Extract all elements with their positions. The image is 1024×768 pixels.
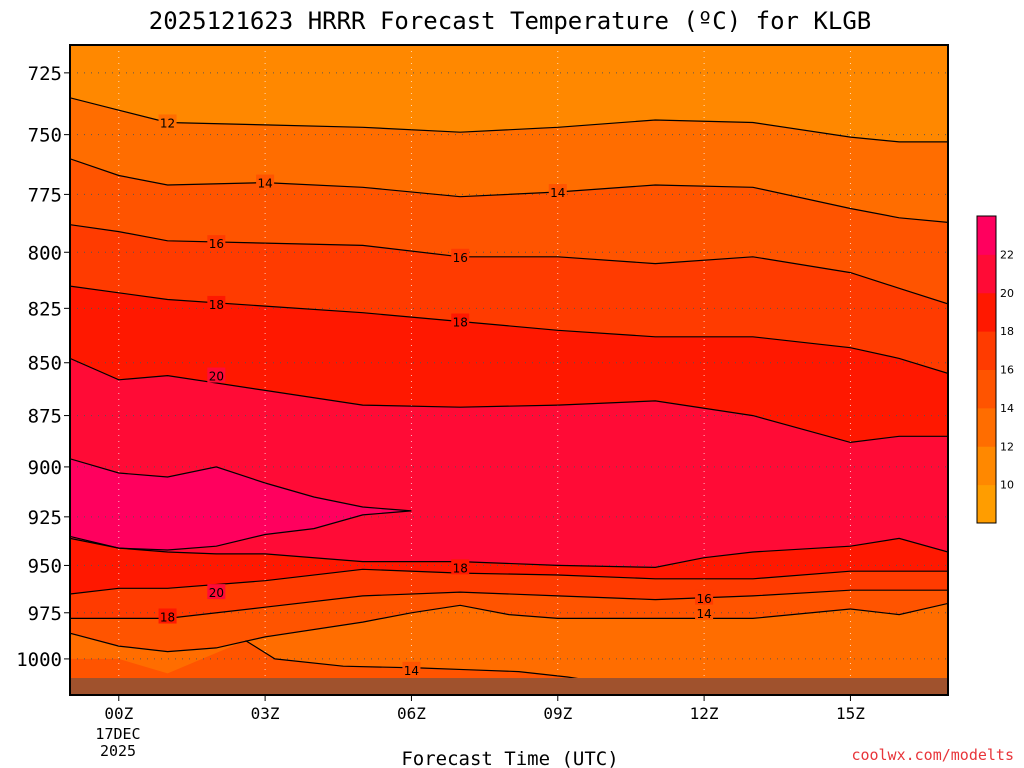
colorbar-swatch-10 [977,446,996,486]
x-tick-label-00Z: 00Z [104,704,133,723]
contour-label-3: 16 [209,237,224,251]
colorbar-frame [976,215,997,524]
y-axis: 725 750 775 800 825 850 875 900 925 950 975 1000 [16,63,70,671]
contour-line-14-10 [245,640,592,682]
grid-lines [70,45,948,695]
contour-label-bg-8 [451,559,470,575]
x-tick-label-15Z: 15Z [836,704,865,723]
band-upper-18-20 [70,286,948,443]
contour-label-0: 12 [160,116,175,130]
y-tick-label-975: 975 [28,603,62,625]
contour-label-bg-10 [158,608,177,624]
contour-label-bg-11 [695,589,714,605]
x-tick-label-12Z: 12Z [690,704,719,723]
chart-title: 2025121623 HRRR Forecast Temperature (ºC… [149,7,871,35]
colorbar-label-18: 18 [1000,325,1014,338]
colorbar-swatch-22 [977,216,996,255]
colorbar-label-20: 20 [1000,287,1014,300]
contour-label-bg-7 [207,367,226,383]
x-axis-label: Forecast Time (UTC) [401,748,618,768]
colorbar-swatch-12 [977,407,996,447]
y-tick-label-925: 925 [28,507,62,529]
y-tick-label-875: 875 [28,406,62,428]
band-upper-10-12 [70,45,948,142]
x-tick-label-09Z: 09Z [543,704,572,723]
credit-text: coolwx.com/modelts [851,746,1014,764]
plot-frame [69,44,949,696]
colorbar-swatch-20 [977,254,996,294]
y-tick-label-775: 775 [28,184,62,206]
y-tick-label-825: 825 [28,298,62,320]
contour-label-6: 18 [453,316,468,330]
contour-label-5: 18 [209,298,224,312]
contour-label-bg-12 [695,604,714,620]
colorbar-label-16: 16 [1000,364,1014,377]
plot-area [70,45,948,695]
colorbar-swatch-18 [977,292,996,332]
y-tick-label-725: 725 [28,63,62,85]
contour-line-18-3 [70,285,948,374]
colorbar-swatch-14 [977,369,996,409]
y-tick-label-950: 950 [28,555,62,577]
contour-label-1: 14 [257,177,272,191]
contour-label-12: 14 [696,607,711,621]
colorbar-swatch-8 [977,484,996,524]
band-upper-12-14 [70,97,948,223]
x-axis-date-year: 2025 [100,742,136,760]
y-tick-label-800: 800 [28,242,62,264]
colorbar-label-14: 14 [1000,402,1014,415]
contour-line-16-8 [70,589,948,619]
contour-label-bg-13 [402,661,421,677]
y-tick-label-850: 850 [28,353,62,375]
contour-label-bg-6 [451,313,470,329]
y-tick-label-1000: 1000 [16,649,62,671]
x-axis-date-day: 17DEC [95,725,140,743]
terrain-ground [70,678,948,695]
contour-label-bg-4 [451,248,470,264]
contour-label-8: 18 [453,561,468,575]
contour-line-22-5 [70,458,412,551]
contour-label-bg-0 [158,114,177,130]
contour-line-14-1 [70,158,948,223]
contour-label-13: 14 [404,664,419,678]
colorbar: 10 12 14 16 18 20 22 [976,215,1014,524]
x-tick-label-06Z: 06Z [397,704,426,723]
colorbar-label-12: 12 [1000,440,1014,453]
colorbar-label-10: 10 [1000,479,1014,492]
contour-line-20-4 [70,357,948,444]
colorbar-label-22: 22 [1000,248,1014,261]
band-core-22-24 [70,458,412,550]
contour-label-9: 20 [209,586,224,600]
y-tick-label-900: 900 [28,457,62,479]
temperature-bands [70,45,948,695]
contour-label-bg-1 [256,174,275,190]
contour-lines [70,97,948,682]
contour-label-4: 16 [453,251,468,265]
y-tick-label-750: 750 [28,125,62,147]
contour-label-bg-3 [207,235,226,251]
contour-label-bg-9 [207,584,226,600]
contour-line-20-6 [70,537,948,569]
x-axis: 00Z 03Z 06Z 09Z 12Z 15Z [104,695,865,723]
x-tick-label-03Z: 03Z [251,704,280,723]
contour-label-7: 20 [209,370,224,384]
contour-label-bg-2 [548,184,567,200]
contour-line-14-9 [70,602,948,653]
band-lower-16-14 [70,590,948,652]
contour-label-11: 16 [696,592,711,606]
contour-label-10: 18 [160,611,175,625]
band-lower-20-18 [70,538,948,594]
band-upper-14-16 [70,158,948,304]
contour-label-2: 14 [550,186,565,200]
contour-line-16-2 [70,224,948,305]
colorbar-swatch-16 [977,331,996,370]
contour-label-bg-5 [207,295,226,311]
